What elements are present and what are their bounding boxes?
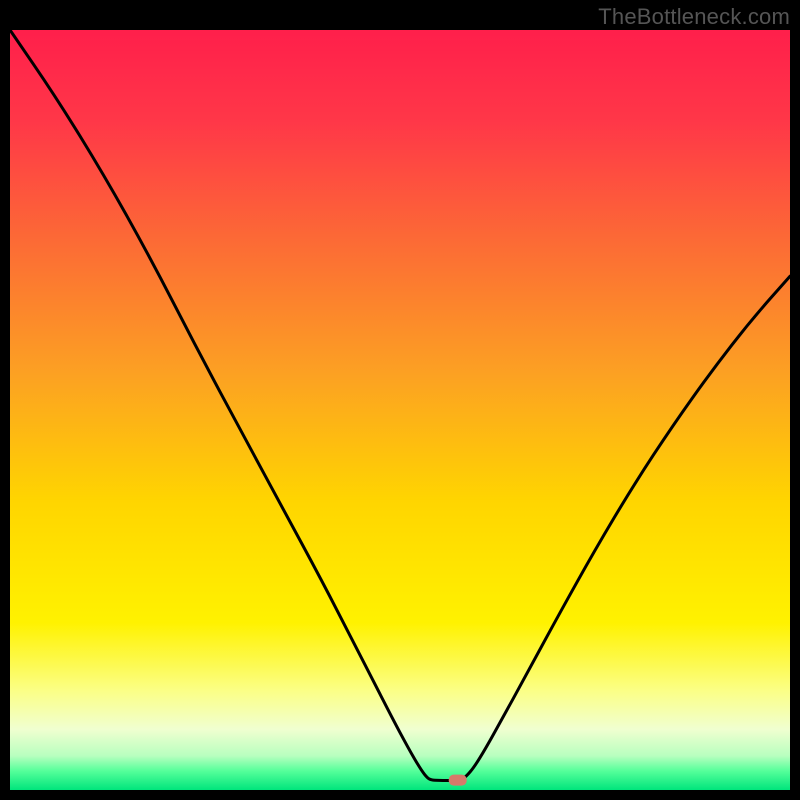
chart-canvas — [0, 0, 800, 800]
optimal-marker — [449, 775, 467, 786]
plot-area — [10, 30, 790, 790]
watermark-text: TheBottleneck.com — [598, 4, 790, 30]
bottleneck-chart: TheBottleneck.com — [0, 0, 800, 800]
